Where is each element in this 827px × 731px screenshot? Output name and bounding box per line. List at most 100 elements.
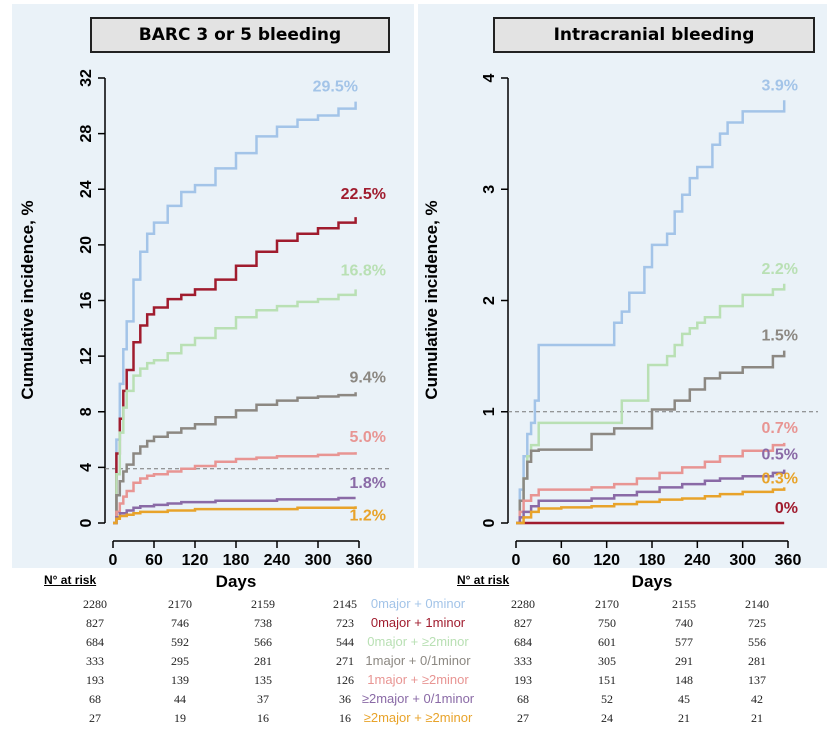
right-panel-background xyxy=(418,4,827,568)
risk-cell-left: 2170 xyxy=(168,597,192,611)
left-end-label: 16.8% xyxy=(341,262,386,279)
risk-cell-right: 305 xyxy=(598,654,616,668)
risk-cell-left: 37 xyxy=(257,692,269,706)
right-end-label: 0.3% xyxy=(762,470,798,487)
right-x-tick-label: 180 xyxy=(639,552,666,569)
risk-cell-right: 577 xyxy=(675,635,693,649)
risk-cell-left: 19 xyxy=(174,711,186,725)
right-series-line xyxy=(516,487,786,525)
right-x-tick-label: 60 xyxy=(552,552,570,569)
risk-cell-right: 725 xyxy=(748,616,766,630)
left-end-label: 1.8% xyxy=(350,475,386,492)
right-end-label: 0.7% xyxy=(762,420,798,437)
right-y-tick-label: 4 xyxy=(481,73,498,82)
risk-cell-right: 291 xyxy=(675,654,693,668)
right-x-tick-label: 240 xyxy=(684,552,711,569)
risk-cell-left: 27 xyxy=(89,711,101,725)
risk-cell-left: 281 xyxy=(254,654,272,668)
risk-group-label: 0major + 0minor xyxy=(370,596,466,611)
risk-group-label: 1major + ≥2minor xyxy=(367,672,469,687)
left-end-label: 5.0% xyxy=(350,429,386,446)
risk-cell-left: 566 xyxy=(254,635,272,649)
left-x-tick-label: 120 xyxy=(182,552,209,569)
left-series-line xyxy=(113,506,357,525)
risk-cell-left: 827 xyxy=(86,616,104,630)
left-panel-background xyxy=(12,4,414,568)
left-end-label: 22.5% xyxy=(341,186,386,203)
risk-cell-left: 126 xyxy=(336,673,354,687)
right-series-line xyxy=(516,283,786,525)
risk-cell-right: 52 xyxy=(601,692,613,706)
right-end-label: 2.2% xyxy=(762,261,798,278)
risk-cell-right: 601 xyxy=(598,635,616,649)
risk-cell-left: 68 xyxy=(89,692,101,706)
risk-cell-right: 148 xyxy=(675,673,693,687)
left-x-axis-label: Days xyxy=(216,572,257,591)
risk-group-label: 0major + ≥2minor xyxy=(367,634,469,649)
risk-cell-left: 544 xyxy=(336,635,354,649)
risk-cell-left: 684 xyxy=(86,635,104,649)
risk-cell-right: 2280 xyxy=(511,597,535,611)
risk-cell-right: 2140 xyxy=(745,597,769,611)
risk-cell-right: 151 xyxy=(598,673,616,687)
risk-table-label-left: N° at risk xyxy=(44,573,97,587)
risk-cell-right: 45 xyxy=(678,692,690,706)
left-series-line xyxy=(113,452,357,525)
right-series-line xyxy=(516,350,786,525)
risk-cell-left: 295 xyxy=(171,654,189,668)
left-y-tick-label: 32 xyxy=(78,69,95,87)
risk-cell-left: 333 xyxy=(86,654,104,668)
risk-cell-left: 36 xyxy=(339,692,351,706)
right-x-tick-label: 120 xyxy=(593,552,620,569)
risk-cell-left: 2145 xyxy=(333,597,357,611)
left-chart-title: BARC 3 or 5 bleeding xyxy=(90,17,390,53)
risk-cell-left: 135 xyxy=(254,673,272,687)
left-x-tick-label: 300 xyxy=(305,552,332,569)
left-y-tick-label: 12 xyxy=(78,347,95,365)
right-y-tick-label: 3 xyxy=(481,185,498,194)
right-y-tick-label: 1 xyxy=(481,407,498,416)
right-x-tick-label: 300 xyxy=(729,552,756,569)
left-end-label: 29.5% xyxy=(313,79,358,96)
risk-cell-left: 723 xyxy=(336,616,354,630)
right-series-line xyxy=(516,442,786,525)
risk-cell-left: 592 xyxy=(171,635,189,649)
risk-group-label: ≥2major + ≥2minor xyxy=(363,710,473,725)
risk-cell-right: 24 xyxy=(601,711,613,725)
risk-cell-left: 2280 xyxy=(83,597,107,611)
left-x-tick-label: 60 xyxy=(145,552,163,569)
right-chart-title: Intracranial bleeding xyxy=(493,17,815,53)
left-series-line xyxy=(113,392,357,525)
risk-cell-right: 333 xyxy=(514,654,532,668)
left-y-tick-label: 4 xyxy=(78,463,95,472)
risk-group-label: ≥2major + 0/1minor xyxy=(361,691,475,706)
right-y-tick-label: 0 xyxy=(481,518,498,527)
right-end-label: 0.5% xyxy=(762,447,798,464)
right-y-tick-label: 2 xyxy=(481,296,498,305)
left-series-line xyxy=(113,289,357,525)
left-y-tick-label: 24 xyxy=(78,180,95,198)
left-x-tick-label: 0 xyxy=(109,552,118,569)
risk-cell-right: 827 xyxy=(514,616,532,630)
right-series-line xyxy=(516,100,786,525)
right-x-tick-label: 0 xyxy=(512,552,521,569)
left-y-tick-label: 16 xyxy=(78,292,95,310)
left-y-tick-label: 0 xyxy=(78,518,95,527)
risk-group-label: 0major + 1minor xyxy=(370,615,466,630)
risk-cell-right: 2170 xyxy=(595,597,619,611)
risk-cell-right: 193 xyxy=(514,673,532,687)
left-x-tick-label: 240 xyxy=(264,552,291,569)
risk-cell-left: 738 xyxy=(254,616,272,630)
risk-cell-right: 2155 xyxy=(672,597,696,611)
left-y-tick-label: 8 xyxy=(78,407,95,416)
left-series-line xyxy=(113,496,356,525)
left-x-tick-label: 360 xyxy=(346,552,373,569)
left-y-tick-label: 20 xyxy=(78,236,95,254)
right-end-label: 3.9% xyxy=(762,77,798,94)
right-x-axis-label: Days xyxy=(632,572,673,591)
risk-cell-left: 44 xyxy=(174,692,186,706)
risk-cell-left: 746 xyxy=(171,616,189,630)
left-series-line xyxy=(113,101,357,525)
risk-table-label-right: N° at risk xyxy=(457,573,510,587)
